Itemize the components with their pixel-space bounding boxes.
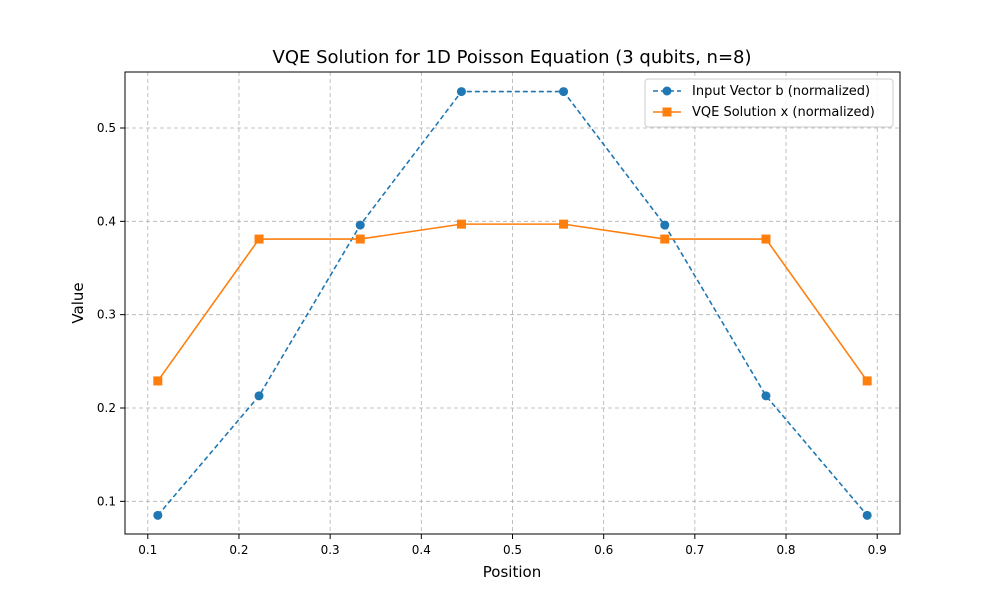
- series-1-point: [660, 234, 670, 244]
- x-tick-label: 0.1: [138, 543, 157, 557]
- x-tick-label: 0.8: [776, 543, 795, 557]
- y-axis-label: Value: [69, 282, 87, 323]
- x-tick-label: 0.4: [412, 543, 431, 557]
- series-1-point: [559, 219, 569, 229]
- series-0-point: [660, 220, 670, 230]
- ticks: 0.1 0.2 0.3 0.4 0.5 0.6 0.7 0.8 0.9 0.1 0.2 0.3 0.4 0…: [97, 121, 887, 557]
- grid: [125, 72, 900, 534]
- legend-label-input: Input Vector b (normalized): [692, 84, 870, 99]
- legend-marker-vqe: [662, 107, 672, 117]
- series-1-point: [456, 219, 466, 229]
- y-tick-label: 0.4: [97, 214, 116, 228]
- y-tick-label: 0.2: [97, 401, 116, 415]
- series-0-point: [254, 391, 264, 401]
- x-tick-label: 0.6: [594, 543, 613, 557]
- x-tick-label: 0.2: [229, 543, 248, 557]
- series-1-point: [761, 234, 771, 244]
- series-0-point: [456, 87, 466, 97]
- x-axis-label: Position: [483, 563, 541, 581]
- series-0-point: [761, 391, 771, 401]
- series-1-point: [153, 376, 163, 386]
- legend-box: [644, 78, 894, 128]
- chart-title: VQE Solution for 1D Poisson Equation (3 …: [273, 47, 752, 68]
- series-1-point: [862, 376, 872, 386]
- x-tick-label: 0.9: [868, 543, 887, 557]
- series-0-point: [153, 510, 163, 520]
- y-tick-label: 0.3: [97, 308, 116, 322]
- series-line-1: [157, 223, 868, 382]
- y-tick-label: 0.5: [97, 121, 116, 135]
- series-layer: [153, 87, 872, 520]
- x-tick-label: 0.7: [685, 543, 704, 557]
- series-0-point: [559, 87, 569, 97]
- series-1-point: [254, 234, 264, 244]
- series-0-point: [355, 220, 365, 230]
- legend: Input Vector b (normalized) VQE Solution…: [644, 78, 894, 128]
- y-tick-label: 0.1: [97, 494, 116, 508]
- series-1-point: [355, 234, 365, 244]
- series-0-point: [862, 510, 872, 520]
- legend-marker-input: [662, 86, 672, 96]
- legend-label-vqe: VQE Solution x (normalized): [692, 105, 875, 120]
- x-tick-label: 0.3: [321, 543, 340, 557]
- x-tick-label: 0.5: [503, 543, 522, 557]
